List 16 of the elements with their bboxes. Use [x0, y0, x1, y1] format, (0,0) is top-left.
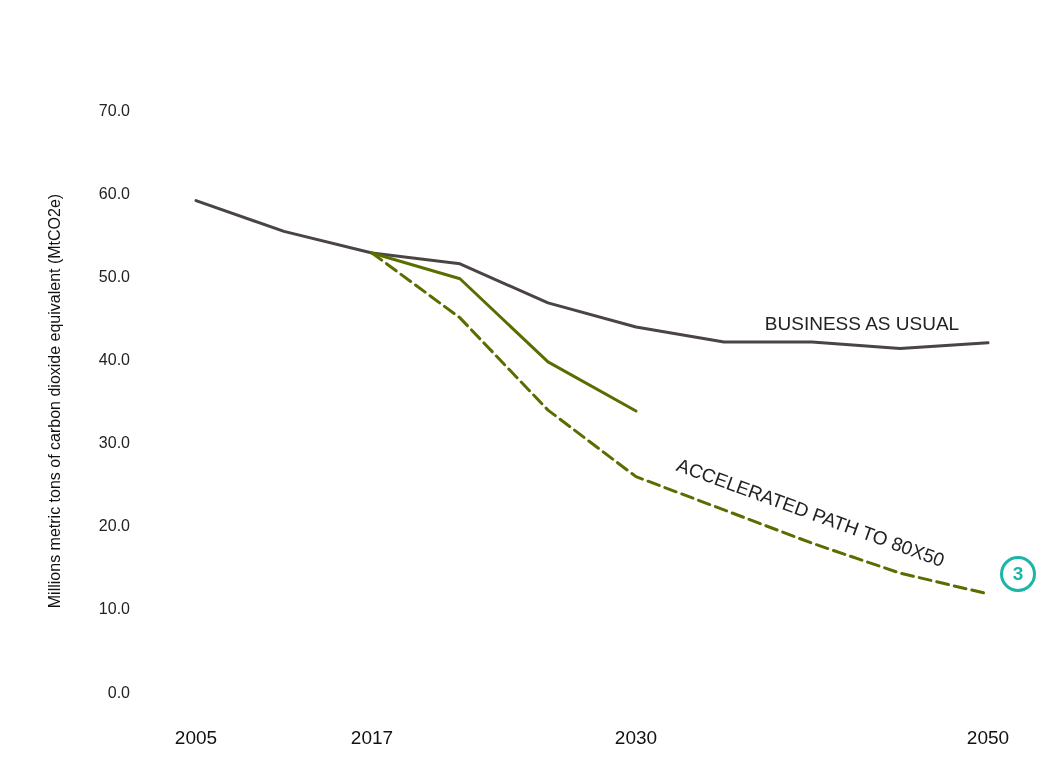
line-series: [194, 199, 990, 351]
y-tick-label: 40.0: [98, 350, 131, 368]
y-tick-label: 60.0: [98, 184, 131, 202]
x-tick-label: 2017: [350, 727, 394, 748]
number-badge: 3: [1000, 555, 1036, 592]
y-tick-label: 0.0: [107, 683, 131, 701]
y-tick-label: 10.0: [98, 600, 131, 618]
x-tick-label: 2050: [966, 727, 1010, 748]
y-tick-label: 50.0: [98, 267, 131, 285]
x-tick-label: 2005: [174, 727, 218, 748]
x-tick-label: 2030: [614, 727, 658, 748]
y-tick-label: 70.0: [98, 101, 131, 119]
y-tick-label: 20.0: [98, 517, 131, 535]
y-axis-title: Millions metric tons of carbon dioxide equivalent (MtCO2e): [45, 193, 63, 609]
y-tick-label: 30.0: [98, 434, 131, 452]
series-label: BUSINESS AS USUAL: [764, 312, 960, 334]
